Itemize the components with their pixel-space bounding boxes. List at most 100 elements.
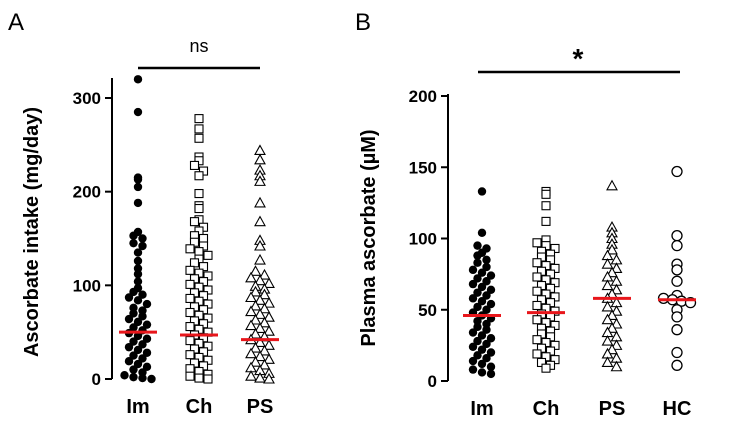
panel-a-point-ps — [249, 327, 262, 339]
panel-b-category-labels: Im Ch PS HC — [470, 398, 691, 420]
panel-a-point-im — [133, 75, 143, 84]
panel-a-point-im — [133, 277, 143, 286]
panel-a-point-ch — [185, 293, 195, 303]
panel-b-point-im — [473, 351, 482, 360]
panel-b-point-im — [486, 299, 496, 309]
panel-b-point-im — [486, 271, 496, 280]
panel-a-point-im — [133, 345, 143, 355]
panel-b-category-hc: HC — [663, 398, 692, 420]
panel-a-y-axis-title: Ascorbate intake (mg/day) — [21, 107, 43, 357]
panel-a-point-ch — [185, 307, 195, 318]
panel-a-point-im — [138, 234, 147, 243]
panel-b-point-im — [468, 265, 478, 275]
panel-b-point-ps — [601, 313, 614, 325]
panel-a-category-labels: Im Ch PS — [126, 396, 273, 418]
panel-b-point-im — [468, 294, 478, 303]
panel-b-point-ps — [606, 243, 618, 255]
panel-b-point-im — [482, 255, 491, 265]
panel-b-point-im — [482, 325, 491, 334]
panel-a-point-im — [138, 312, 147, 321]
panel-a-point-ps — [245, 347, 257, 359]
panel-b-point-ps — [601, 258, 614, 269]
panel-b-point-ps — [610, 360, 623, 372]
panel-a-point-im — [129, 238, 138, 248]
panel-a-point-ps — [258, 288, 271, 300]
panel-a-point-ps — [263, 277, 275, 289]
panel-a-point-ps — [249, 356, 262, 367]
panel-a-point-ch — [203, 250, 213, 260]
panel-b-y-axis-title: Plasma ascorbate (µM) — [358, 129, 380, 346]
panel-a-medians — [119, 330, 279, 342]
panel-b-point-im — [468, 279, 478, 289]
panel-a-point-im — [129, 323, 138, 332]
panel-b-letter: B — [355, 9, 371, 36]
panel-a-point-im — [129, 231, 138, 240]
panel-a-point-im — [133, 248, 143, 257]
panel-a-y-tick-label: 100 — [73, 276, 101, 295]
panel-a-point-ch — [185, 364, 195, 374]
panel-a-point-ps — [249, 341, 262, 353]
panel-b-point-im — [473, 288, 482, 297]
panel-b-point-ch — [532, 272, 542, 282]
panel-b-point-hc — [671, 229, 683, 242]
panel-a-point-ps — [254, 274, 266, 286]
panel-a-point-ps — [254, 294, 266, 305]
panel-b-point-im — [477, 368, 487, 377]
panel-a-point-ps — [258, 268, 271, 280]
panel-a-point-ps — [258, 358, 271, 370]
panel-a-point-ps — [258, 344, 271, 356]
panel-b-category-im: Im — [470, 398, 493, 420]
panel-b-points — [468, 165, 697, 379]
panel-b-point-im — [482, 262, 491, 272]
panel-a-point-ch — [203, 374, 213, 384]
panel-b-y-tick-label: 50 — [418, 301, 437, 320]
panel-a-point-ch — [185, 336, 195, 346]
panel-b-point-hc — [671, 346, 683, 359]
panel-a-point-ps — [254, 371, 266, 383]
panel-b-y-tick-label: 0 — [428, 372, 437, 391]
panel-a-point-im — [129, 287, 138, 297]
panel-a-point-ch — [185, 265, 195, 275]
panel-a-point-ps — [245, 291, 257, 303]
panel-b-point-im — [477, 282, 487, 292]
panel-a-point-ch — [194, 188, 204, 199]
panel-b-point-im — [473, 302, 482, 312]
panel-a-point-ps — [254, 239, 266, 251]
panel-a-point-ps — [263, 311, 275, 322]
panel-a-point-ps — [263, 325, 275, 336]
panel-b-point-hc — [671, 264, 683, 276]
panel-b-point-im — [473, 336, 482, 346]
panel-a-point-ps — [245, 271, 257, 283]
panel-b-point-im — [468, 328, 478, 337]
panel-a-point-im — [133, 269, 143, 279]
panel-b-point-ch — [532, 286, 542, 296]
panel-b-point-im — [477, 345, 487, 354]
panel-a-point-ch — [194, 133, 204, 143]
panel-b-point-hc — [671, 275, 683, 287]
panel-b-point-im — [486, 334, 496, 343]
panel-b-point-im — [477, 331, 487, 340]
panel-a-point-ch — [194, 373, 204, 383]
panel-a-point-im — [142, 320, 152, 329]
panel-a-y-ticks: 0 100 200 300 — [73, 89, 112, 389]
panel-b-point-ch — [532, 258, 542, 268]
panel-a-category-ps: PS — [247, 396, 274, 418]
panel-a-point-im — [129, 337, 138, 346]
panel-a-category-ch: Ch — [186, 396, 213, 418]
panel-b-point-im — [473, 258, 482, 267]
panel-b-point-im — [482, 339, 491, 349]
panel-b-point-ch — [532, 315, 542, 325]
panel-b-significance-label: * — [573, 43, 584, 74]
panel-b-category-ch: Ch — [533, 398, 560, 420]
panel-a-point-ps — [254, 253, 266, 265]
panel-b-point-hc — [671, 359, 683, 371]
panel-a-point-im — [129, 372, 138, 382]
panel-b-point-im — [468, 356, 478, 366]
panel-a-point-ch — [185, 321, 195, 332]
panel-a-point-ps — [254, 175, 266, 186]
panel-a-point-ch — [185, 350, 195, 360]
panel-b-point-im — [477, 359, 487, 369]
panel-a-point-ch — [189, 160, 200, 170]
panel-a-point-ps — [254, 144, 266, 156]
panel-b-point-im — [477, 268, 487, 277]
